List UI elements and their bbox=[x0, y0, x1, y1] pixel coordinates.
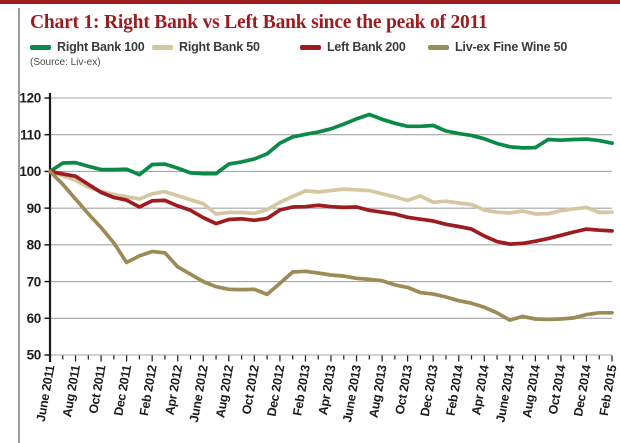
series-line-right-bank-100 bbox=[48, 112, 614, 177]
legend-swatch-right-bank-100-icon bbox=[30, 44, 51, 50]
legend-item-right-bank-50: Right Bank 50 bbox=[152, 40, 260, 54]
legend-label: Right Bank 50 bbox=[179, 40, 260, 54]
x-axis-label: Oct 2013 bbox=[393, 364, 415, 416]
legend-label: Liv-ex Fine Wine 50 bbox=[455, 40, 568, 54]
x-axis-label: Aug 2014 bbox=[520, 364, 543, 419]
series-line-left-bank-200 bbox=[48, 169, 614, 246]
left-rule bbox=[18, 8, 20, 443]
x-axis-label: Feb 2013 bbox=[290, 364, 313, 417]
legend-swatch-livex-fine-wine-50-icon bbox=[428, 44, 449, 50]
x-axis-label: Oct 2014 bbox=[546, 364, 568, 416]
title-prefix: Chart 1: bbox=[30, 12, 100, 33]
x-axis-label: Feb 2014 bbox=[444, 364, 467, 417]
legend-item-livex-fine-wine-50: Liv-ex Fine Wine 50 bbox=[428, 40, 567, 54]
legend-label: Right Bank 100 bbox=[57, 40, 145, 54]
x-axis-label: Apr 2014 bbox=[469, 364, 492, 416]
x-axis-label: Dec 2014 bbox=[571, 364, 594, 418]
source-note: (Source: Liv-ex) bbox=[30, 57, 101, 68]
x-axis-label: Feb 2015 bbox=[597, 364, 620, 417]
x-axis-label: Dec 2013 bbox=[418, 364, 441, 418]
x-axis-label: June 2013 bbox=[340, 364, 364, 424]
title-text: Right Bank vs Left Bank since the peak o… bbox=[99, 12, 488, 33]
x-axis-label: June 2011 bbox=[34, 364, 58, 423]
x-axis-label: Aug 2012 bbox=[213, 364, 236, 419]
x-axis-label: Oct 2012 bbox=[239, 364, 261, 416]
x-axis-label: Aug 2011 bbox=[60, 364, 83, 418]
y-axis-label: 100 bbox=[19, 164, 41, 179]
y-axis-label: 70 bbox=[27, 274, 41, 289]
x-axis-label: Aug 2013 bbox=[367, 364, 390, 419]
legend-swatch-left-bank-200-icon bbox=[300, 44, 321, 50]
series-line-liv-ex-fine-wine-50 bbox=[48, 169, 614, 322]
legend-item-left-bank-200: Left Bank 200 bbox=[300, 40, 406, 54]
top-accent-bar bbox=[0, 0, 620, 4]
y-axis-label: 50 bbox=[27, 348, 41, 363]
x-axis-label: Dec 2011 bbox=[111, 364, 134, 417]
x-axis-label: Apr 2012 bbox=[163, 364, 186, 416]
x-axis-label: June 2012 bbox=[187, 364, 211, 424]
y-axis-label: 120 bbox=[19, 91, 41, 106]
legend-swatch-right-bank-50-icon bbox=[152, 44, 173, 50]
x-axis-label: Feb 2012 bbox=[137, 364, 160, 417]
x-axis-label: Apr 2013 bbox=[316, 364, 339, 416]
x-axis-label: Dec 2012 bbox=[265, 364, 288, 418]
x-axis-label: June 2014 bbox=[493, 364, 517, 424]
y-axis-label: 110 bbox=[20, 127, 41, 142]
legend: Right Bank 100 Right Bank 50 Left Bank 2… bbox=[0, 40, 620, 54]
series-line-right-bank-50 bbox=[48, 169, 614, 216]
page-title: Chart 1: Right Bank vs Left Bank since t… bbox=[30, 12, 605, 34]
legend-label: Left Bank 200 bbox=[327, 40, 406, 54]
y-axis-label: 80 bbox=[27, 238, 41, 253]
y-axis-label: 90 bbox=[27, 201, 41, 216]
y-axis-label: 60 bbox=[27, 311, 41, 326]
x-axis-label: Oct 2011 bbox=[86, 364, 108, 415]
legend-item-right-bank-100: Right Bank 100 bbox=[30, 40, 145, 54]
